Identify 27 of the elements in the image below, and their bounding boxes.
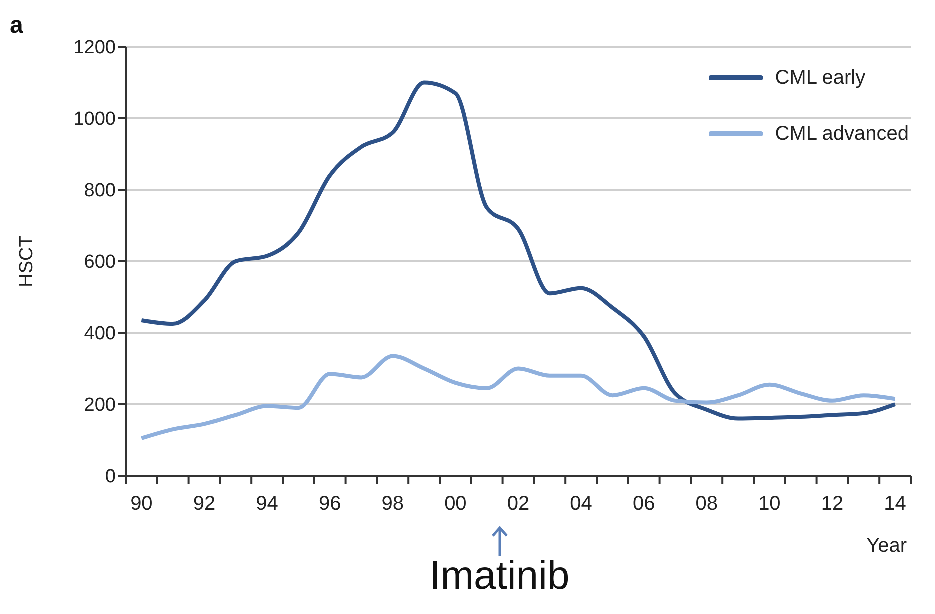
- x-tick-label: 92: [193, 493, 216, 515]
- y-tick-label: 800: [84, 180, 116, 202]
- x-tick-label: 10: [758, 493, 781, 515]
- x-tick-label: 14: [884, 493, 906, 515]
- y-tick-label: 600: [84, 252, 116, 274]
- x-tick-label: 02: [507, 493, 530, 515]
- legend-label: CML early: [775, 66, 866, 90]
- y-tick-label: 200: [84, 395, 116, 416]
- x-tick-label: 90: [130, 493, 153, 515]
- text: a: [10, 12, 24, 40]
- legend-label: CML advanced: [775, 122, 909, 146]
- y-axis-title: HSCT: [16, 235, 38, 288]
- x-tick-label: 94: [256, 493, 278, 515]
- y-tick-label: 1200: [74, 38, 116, 59]
- x-tick-label: 08: [696, 493, 718, 515]
- y-tick-label: 0: [105, 466, 116, 488]
- x-tick-label: 96: [318, 493, 342, 515]
- y-tick-label: 400: [84, 324, 116, 345]
- x-axis-title: Year: [866, 535, 908, 557]
- x-tick-label: 00: [444, 493, 467, 515]
- text: Imatinib: [428, 554, 571, 599]
- y-tick-label: 1000: [74, 109, 116, 130]
- line-series: [140, 354, 898, 440]
- x-tick-label: 12: [821, 493, 844, 515]
- x-tick-label: 06: [632, 493, 656, 515]
- x-tick-label: 98: [382, 493, 404, 515]
- x-tick-label: 04: [570, 493, 592, 515]
